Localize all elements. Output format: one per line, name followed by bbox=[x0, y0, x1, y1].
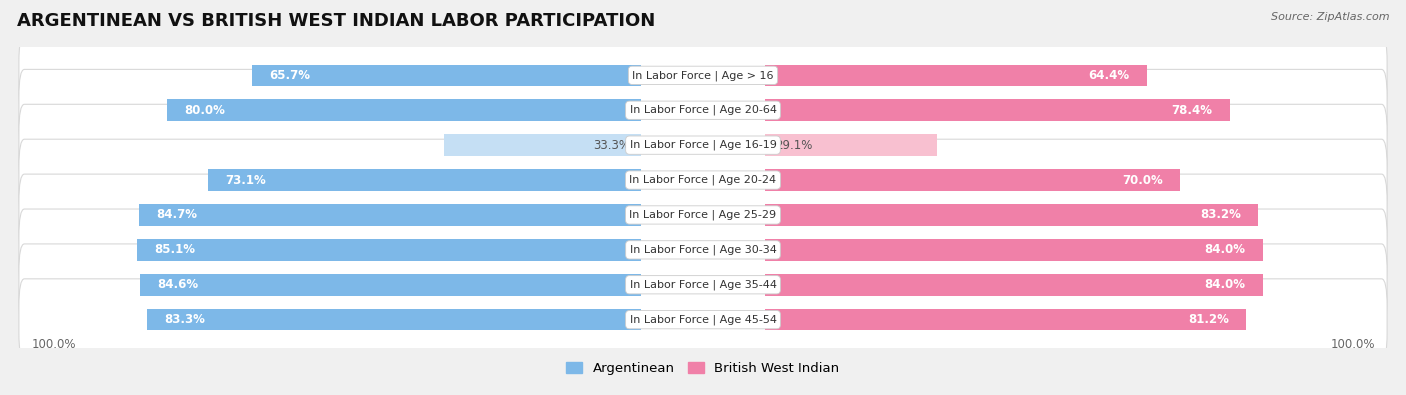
Text: 84.0%: 84.0% bbox=[1205, 243, 1246, 256]
Text: 29.1%: 29.1% bbox=[775, 139, 813, 152]
FancyBboxPatch shape bbox=[18, 279, 1388, 361]
Bar bbox=[167, 100, 641, 121]
Text: In Labor Force | Age 16-19: In Labor Force | Age 16-19 bbox=[630, 140, 776, 150]
Bar bbox=[765, 204, 1258, 226]
Text: In Labor Force | Age 25-29: In Labor Force | Age 25-29 bbox=[630, 210, 776, 220]
Text: 83.3%: 83.3% bbox=[165, 313, 205, 326]
Text: 83.2%: 83.2% bbox=[1199, 209, 1240, 222]
Text: 70.0%: 70.0% bbox=[1122, 173, 1163, 186]
Text: In Labor Force | Age 20-24: In Labor Force | Age 20-24 bbox=[630, 175, 776, 185]
Bar bbox=[765, 274, 1263, 295]
Text: ARGENTINEAN VS BRITISH WEST INDIAN LABOR PARTICIPATION: ARGENTINEAN VS BRITISH WEST INDIAN LABOR… bbox=[17, 12, 655, 30]
Bar bbox=[765, 309, 1246, 331]
Bar bbox=[765, 64, 1146, 86]
Text: In Labor Force | Age > 16: In Labor Force | Age > 16 bbox=[633, 70, 773, 81]
Text: In Labor Force | Age 30-34: In Labor Force | Age 30-34 bbox=[630, 245, 776, 255]
Text: 100.0%: 100.0% bbox=[31, 338, 76, 351]
Text: 84.7%: 84.7% bbox=[156, 209, 197, 222]
FancyBboxPatch shape bbox=[18, 104, 1388, 186]
FancyBboxPatch shape bbox=[18, 139, 1388, 221]
Bar bbox=[765, 239, 1263, 261]
Text: 78.4%: 78.4% bbox=[1171, 104, 1212, 117]
Text: 73.1%: 73.1% bbox=[225, 173, 266, 186]
FancyBboxPatch shape bbox=[18, 174, 1388, 256]
Text: Source: ZipAtlas.com: Source: ZipAtlas.com bbox=[1271, 12, 1389, 22]
Text: 100.0%: 100.0% bbox=[1330, 338, 1375, 351]
Text: In Labor Force | Age 45-54: In Labor Force | Age 45-54 bbox=[630, 314, 776, 325]
Text: 80.0%: 80.0% bbox=[184, 104, 225, 117]
Bar bbox=[765, 169, 1180, 191]
Bar bbox=[765, 100, 1229, 121]
FancyBboxPatch shape bbox=[18, 70, 1388, 151]
Text: In Labor Force | Age 35-44: In Labor Force | Age 35-44 bbox=[630, 280, 776, 290]
Text: 84.6%: 84.6% bbox=[157, 278, 198, 291]
Bar bbox=[139, 274, 641, 295]
Bar bbox=[139, 204, 641, 226]
Bar bbox=[208, 169, 641, 191]
Text: 33.3%: 33.3% bbox=[593, 139, 631, 152]
FancyBboxPatch shape bbox=[18, 244, 1388, 325]
Text: 84.0%: 84.0% bbox=[1205, 278, 1246, 291]
FancyBboxPatch shape bbox=[18, 209, 1388, 291]
FancyBboxPatch shape bbox=[18, 34, 1388, 116]
Bar bbox=[765, 134, 938, 156]
Text: 65.7%: 65.7% bbox=[269, 69, 309, 82]
Text: 64.4%: 64.4% bbox=[1088, 69, 1129, 82]
Bar bbox=[148, 309, 641, 331]
Bar bbox=[136, 239, 641, 261]
Text: In Labor Force | Age 20-64: In Labor Force | Age 20-64 bbox=[630, 105, 776, 115]
Bar bbox=[252, 64, 641, 86]
Text: 81.2%: 81.2% bbox=[1188, 313, 1229, 326]
Legend: Argentinean, British West Indian: Argentinean, British West Indian bbox=[561, 356, 845, 380]
Text: 85.1%: 85.1% bbox=[155, 243, 195, 256]
Bar bbox=[444, 134, 641, 156]
